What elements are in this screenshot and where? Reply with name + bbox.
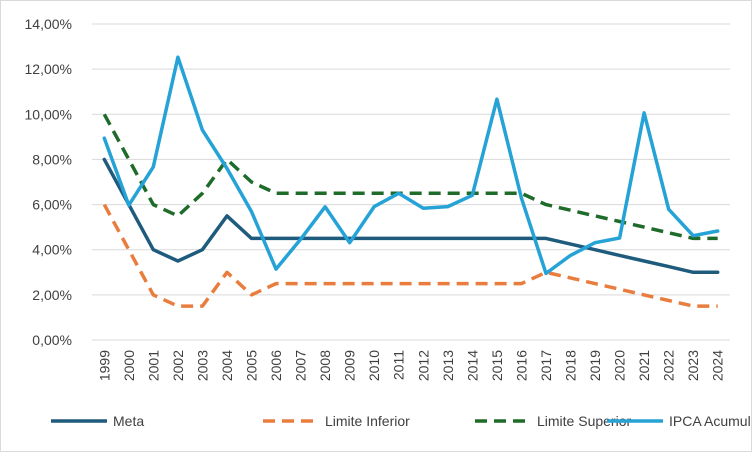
y-tick-label: 10,00% — [25, 106, 72, 122]
y-tick-label: 2,00% — [32, 287, 72, 303]
x-tick-label: 2008 — [317, 350, 333, 381]
x-tick-label: 2020 — [612, 350, 628, 381]
series-line-limite-inferior — [102, 203, 718, 308]
x-tick-label: 2007 — [293, 350, 309, 381]
x-tick-label: 2004 — [219, 350, 235, 381]
series-lines — [102, 55, 720, 308]
y-tick-label: 12,00% — [25, 61, 72, 77]
x-tick-label: 2015 — [489, 350, 505, 381]
series-line-meta — [102, 157, 720, 275]
x-tick-label: 2002 — [170, 350, 186, 381]
legend-label-meta: Meta — [113, 413, 144, 429]
x-tick-label: 2013 — [440, 350, 456, 381]
series-line-limite-superior — [102, 113, 718, 241]
y-tick-label: 4,00% — [32, 242, 72, 258]
y-tick-label: 8,00% — [32, 151, 72, 167]
x-tick-label: 2016 — [513, 350, 529, 381]
x-tick-label: 2006 — [268, 350, 284, 381]
x-tick-label: 1999 — [96, 350, 112, 381]
x-tick-label: 2014 — [464, 350, 480, 381]
y-tick-label: 0,00% — [32, 332, 72, 348]
x-tick-label: 2021 — [636, 350, 652, 381]
x-tick-label: 2000 — [121, 350, 137, 381]
x-tick-label: 2001 — [145, 350, 161, 381]
x-axis-tick-labels: 1999 2000 2001 2002 2003 2004 2005 2006 2007 2008… — [96, 350, 725, 381]
y-axis-tick-labels: 0,00% 2,00% 4,00% 6,00% 8,00% 10,00% 12,00% 14,… — [25, 16, 72, 348]
x-tick-label: 2017 — [538, 350, 554, 381]
x-tick-label: 2003 — [194, 350, 210, 381]
x-tick-label: 2012 — [415, 350, 431, 381]
x-tick-label: 2022 — [661, 350, 677, 381]
x-tick-label: 2019 — [587, 350, 603, 381]
x-tick-label: 2023 — [685, 350, 701, 381]
legend-label-limite-inferior: Limite Inferior — [325, 413, 410, 429]
x-tick-label: 2009 — [342, 350, 358, 381]
x-tick-label: 2018 — [563, 350, 579, 381]
y-tick-label: 14,00% — [25, 16, 72, 32]
x-tick-label: 2024 — [710, 350, 726, 381]
legend-label-limite-superior: Limite Superior — [537, 413, 631, 429]
x-tick-label: 2011 — [391, 350, 407, 380]
series-line-ipca-acumulado — [102, 55, 720, 276]
y-tick-label: 6,00% — [32, 197, 72, 213]
legend-label-ipca-acumulado: IPCA Acumulado — [669, 413, 751, 429]
x-tick-label: 2010 — [366, 350, 382, 381]
legend: Meta Limite Inferior Limite Superior IPCA A… — [51, 413, 752, 429]
x-tick-label: 2005 — [244, 350, 260, 381]
